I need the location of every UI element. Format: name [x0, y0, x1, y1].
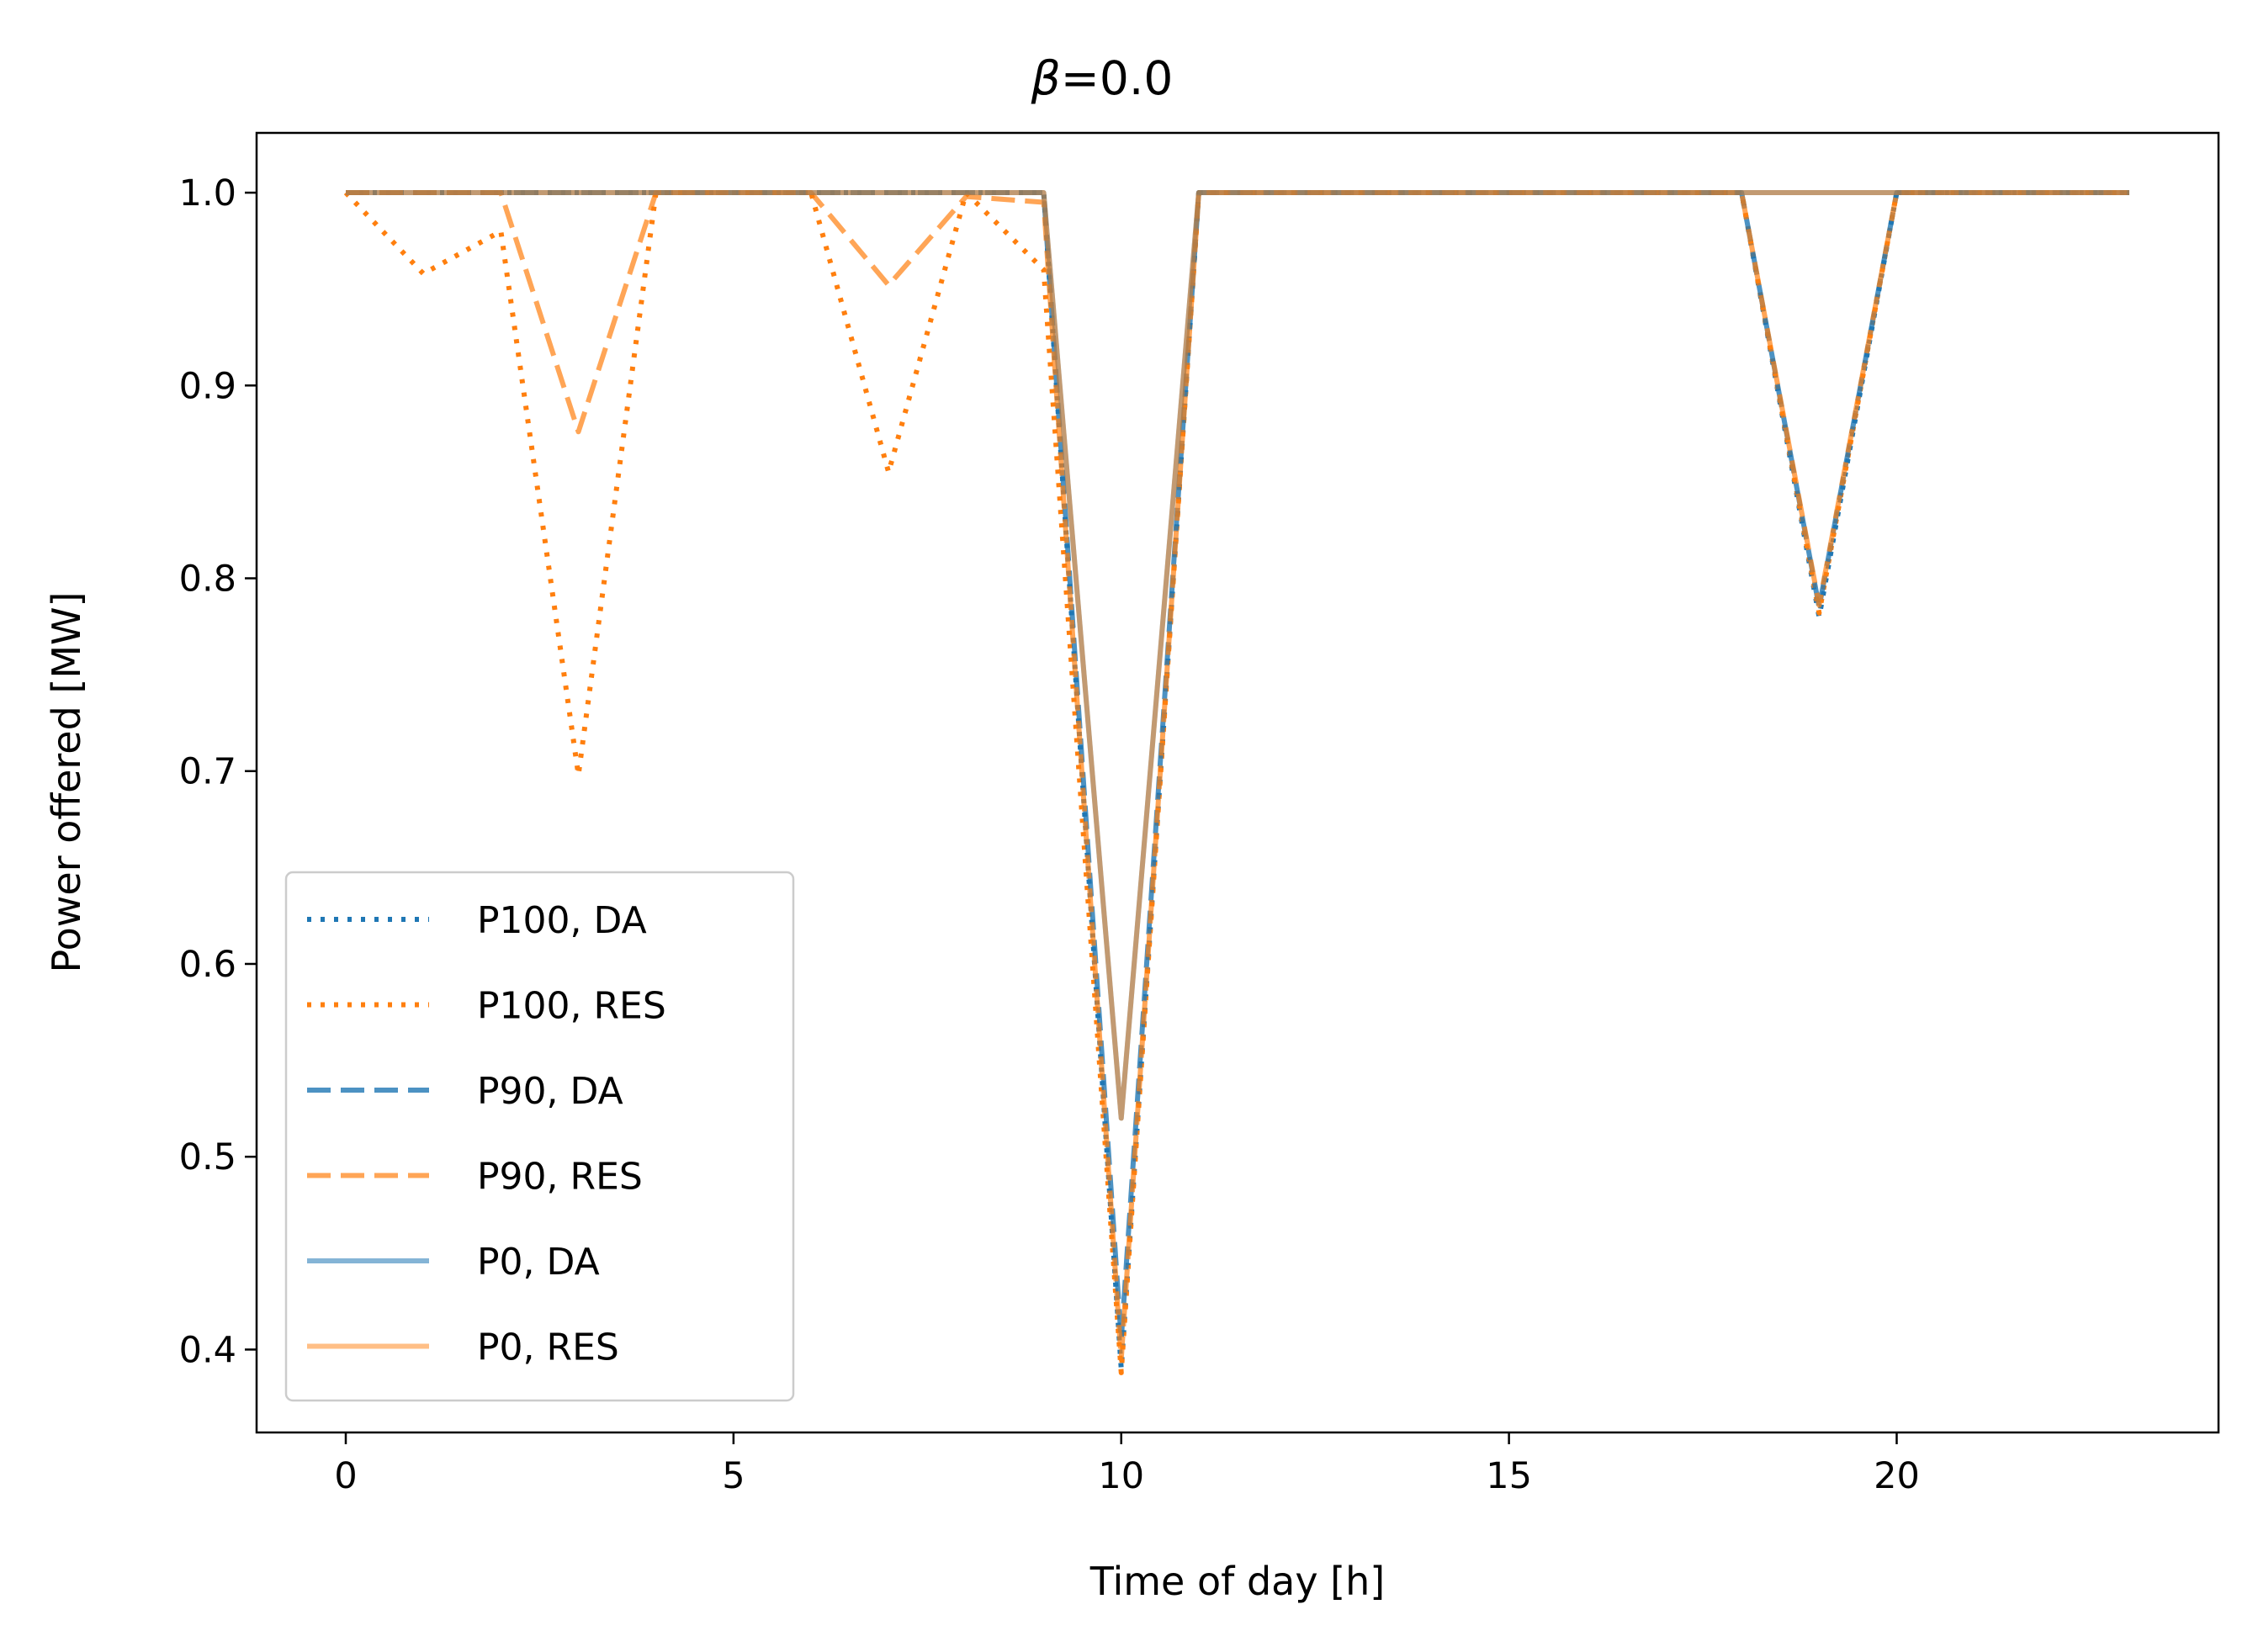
- x-tick-label: 15: [1486, 1455, 1532, 1497]
- legend-label: P0, RES: [477, 1326, 619, 1369]
- legend-label: P90, DA: [477, 1070, 623, 1113]
- y-tick-label: 1.0: [179, 172, 236, 214]
- title-value: =0.0: [1061, 51, 1174, 105]
- series-line-4: [346, 190, 2129, 1362]
- y-tick-label: 0.9: [179, 365, 236, 407]
- legend-box: [284, 871, 795, 1402]
- legend-label: P100, RES: [477, 985, 666, 1028]
- legend: P100, DA P100, RES P90, DA P90, RES P0, DA P0…: [284, 871, 795, 1402]
- y-axis-ticks: 0.4 0.5 0.6 0.7 0.8 0.9 1.0: [179, 172, 257, 1371]
- x-axis-ticks: 0 5 10 15 20: [334, 1432, 1920, 1497]
- plot-frame: [255, 131, 2220, 1434]
- y-tick-label: 0.8: [179, 559, 236, 601]
- chart-title: β=0.0: [1031, 51, 1174, 105]
- x-tick-label: 0: [334, 1455, 357, 1497]
- legend-label: P100, DA: [477, 899, 647, 942]
- title-symbol: β: [1031, 51, 1061, 105]
- plot-lines: [343, 190, 2129, 1375]
- legend-label: P0, DA: [477, 1241, 600, 1284]
- y-tick-label: 0.6: [179, 944, 236, 986]
- x-tick-label: 5: [722, 1455, 745, 1497]
- legend-items: P100, DA P100, RES P90, DA P90, RES P0, DA P0…: [307, 899, 666, 1369]
- y-axis-label: Power offered [MW]: [44, 592, 89, 973]
- y-tick-label: 0.5: [179, 1136, 236, 1178]
- series-line-6: [346, 190, 2129, 1121]
- legend-label: P90, RES: [477, 1156, 643, 1199]
- y-tick-label: 0.4: [179, 1329, 236, 1371]
- y-tick-label: 0.7: [179, 751, 236, 793]
- x-tick-label: 20: [1874, 1455, 1920, 1497]
- x-tick-label: 10: [1098, 1455, 1144, 1497]
- x-axis-label: Time of day [h]: [1089, 1559, 1385, 1604]
